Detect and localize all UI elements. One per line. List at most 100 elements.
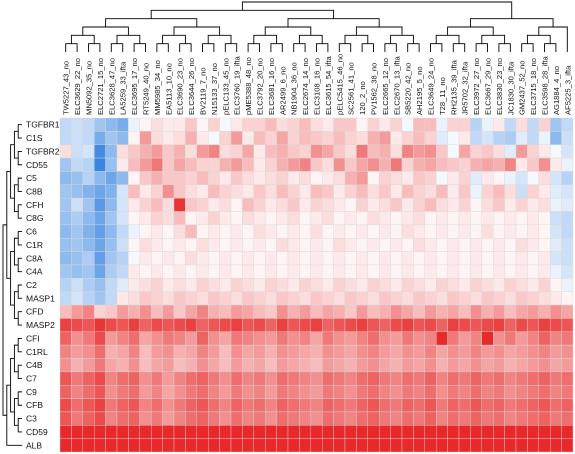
row-label: CFI	[26, 333, 40, 343]
heatmap-cell	[447, 157, 460, 172]
heatmap-cell	[299, 398, 311, 413]
heatmap-cell	[265, 144, 277, 159]
heatmap-cell	[538, 117, 551, 132]
heatmap-cell	[481, 278, 494, 292]
heatmap-cell	[493, 291, 505, 306]
heatmap-cell	[219, 438, 232, 453]
heatmap-cell	[162, 264, 175, 279]
heatmap-cell	[310, 398, 323, 413]
column-label: SC2561_41_no	[347, 62, 356, 115]
heatmap-cell	[367, 184, 380, 199]
heatmap-cell	[356, 358, 368, 373]
heatmap-cell	[287, 197, 300, 212]
dendrogram-link	[475, 43, 488, 52]
heatmap-cell	[150, 438, 163, 453]
heatmap-cell	[481, 358, 494, 373]
heatmap-cell	[253, 251, 266, 266]
dendrogram-link	[390, 34, 414, 44]
heatmap-cell	[356, 184, 368, 199]
heatmap-cell	[82, 157, 95, 172]
dendrogram-link	[105, 18, 198, 27]
heatmap-cell	[424, 291, 437, 306]
heatmap-cell	[561, 157, 574, 172]
heatmap-cell	[436, 398, 448, 413]
heatmap-cell	[436, 144, 448, 159]
heatmap-cell	[333, 171, 346, 186]
heatmap-cell	[470, 331, 482, 346]
heatmap-cell	[481, 117, 494, 132]
heatmap-cell	[82, 224, 95, 239]
heatmap-cell	[561, 371, 574, 386]
heatmap-cell	[276, 251, 289, 266]
heatmap-cell	[287, 278, 300, 292]
heatmap-cell	[71, 184, 84, 199]
heatmap-cell	[481, 171, 494, 186]
heatmap-cell	[401, 425, 414, 439]
heatmap-cell	[447, 184, 460, 199]
heatmap-cell	[390, 224, 403, 239]
heatmap-cell	[493, 358, 505, 373]
heatmap-cell	[93, 117, 106, 132]
heatmap-cell	[299, 318, 311, 332]
heatmap-cell	[413, 304, 425, 319]
dendrogram-link	[17, 124, 22, 139]
heatmap-cell	[390, 197, 403, 212]
dendrogram-link	[82, 26, 129, 36]
heatmap-cell	[116, 425, 129, 439]
heatmap-cell	[538, 264, 551, 279]
heatmap-cell	[470, 197, 482, 212]
heatmap-cell	[242, 358, 254, 373]
row-label: MASP2	[26, 320, 55, 330]
heatmap-cell	[367, 251, 380, 266]
heatmap-cell	[253, 398, 266, 413]
heatmap-cell	[162, 224, 175, 239]
heatmap-cell	[333, 358, 346, 373]
heatmap-cell	[367, 411, 380, 426]
heatmap-cell	[71, 171, 84, 186]
heatmap-cell	[493, 157, 505, 172]
heatmap-cell	[276, 144, 289, 159]
heatmap-cell	[367, 358, 380, 373]
heatmap-cell	[550, 411, 562, 426]
heatmap-cell	[253, 438, 266, 453]
heatmap-cell	[93, 171, 106, 186]
heatmap-cell	[333, 291, 346, 306]
heatmap-cell	[436, 117, 448, 132]
heatmap-cell	[504, 211, 517, 226]
heatmap-cell	[196, 291, 209, 306]
heatmap-cell	[93, 398, 106, 413]
heatmap-cell	[219, 278, 232, 292]
heatmap-cell	[265, 411, 277, 426]
heatmap-cell	[230, 411, 243, 426]
heatmap-cell	[253, 385, 266, 399]
heatmap-cell	[230, 157, 243, 172]
heatmap-cell	[219, 211, 232, 226]
heatmap-cell	[390, 291, 403, 306]
heatmap-cell	[367, 331, 380, 346]
heatmap-cell	[515, 144, 528, 159]
heatmap-cell	[561, 291, 574, 306]
heatmap-cell	[207, 291, 220, 306]
heatmap-cell	[367, 318, 380, 332]
heatmap-cell	[265, 117, 277, 132]
heatmap-cell	[390, 238, 403, 252]
heatmap-cell	[550, 197, 562, 212]
heatmap-cell	[265, 184, 277, 199]
heatmap-cell	[436, 238, 448, 252]
heatmap-cell	[116, 385, 129, 399]
heatmap-cell	[322, 144, 334, 159]
heatmap-cell	[287, 238, 300, 252]
heatmap-cell	[299, 331, 311, 346]
heatmap-cell	[71, 278, 84, 292]
heatmap-cell	[458, 371, 471, 386]
heatmap-cell	[276, 197, 289, 212]
dendrogram-link	[13, 237, 19, 266]
heatmap-cell	[413, 425, 425, 439]
heatmap-cell	[344, 331, 357, 346]
heatmap-cell	[390, 211, 403, 226]
heatmap-cell	[493, 411, 505, 426]
heatmap-cell	[185, 131, 197, 145]
heatmap-cell	[481, 318, 494, 332]
heatmap-cell	[515, 304, 528, 319]
heatmap-cell	[105, 184, 118, 199]
